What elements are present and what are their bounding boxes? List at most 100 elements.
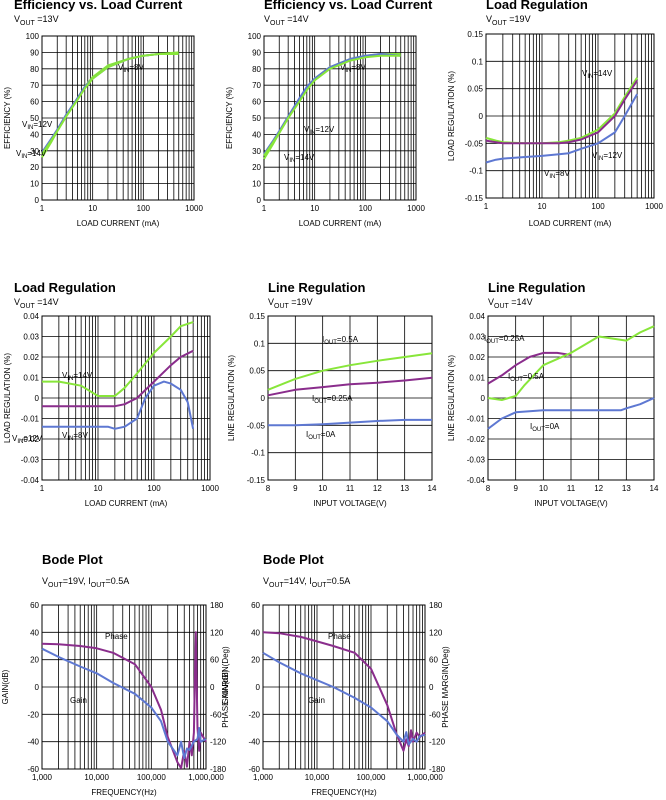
subtitle-part: =0.5A	[105, 576, 130, 586]
y-right-tick-label: -120	[429, 738, 446, 747]
chart-subtitle: VOUT =19V	[268, 297, 313, 310]
series-line	[42, 349, 194, 408]
y-axis-label: LINE REGULATION (%)	[447, 355, 456, 441]
chart-title: Efficiency vs. Load Current	[264, 0, 433, 12]
y-right-tick-label: 120	[210, 628, 224, 637]
load-regulation-chart: 1 10 100 1000 -0.15 -0.1 -0.05 0 0.05 0.1 0.15 LOAD…	[447, 30, 663, 228]
chart-panel-line-regulation-19v: Line Regulation VOUT =19V 8 9 10 11 12 13 14 -0…	[222, 277, 444, 542]
y-tick-label: 0.1	[254, 339, 266, 348]
y-tick-label: -40	[248, 738, 260, 747]
subtitle-subscript: OUT	[274, 302, 289, 310]
y-tick-label: 0	[35, 394, 40, 403]
y-axis-label: EFFICIENCY (%)	[3, 87, 12, 149]
y-tick-label: 100	[248, 32, 262, 41]
y-tick-label: 70	[252, 81, 261, 90]
x-tick-label: 100	[147, 484, 161, 493]
x-tick-label: 1000	[407, 204, 425, 213]
series-label: IOUT=0.25A	[484, 334, 525, 345]
y-tick-label: 0.01	[469, 374, 485, 383]
subtitle-part: V	[268, 297, 275, 307]
chart-title: Load Regulation	[486, 0, 588, 12]
y-tick-label: 20	[30, 656, 39, 665]
subtitle-part: V	[14, 14, 21, 24]
y-axis-label: GAIN(dB)	[221, 669, 230, 704]
y-tick-label: -60	[27, 765, 39, 774]
plot-frame	[41, 315, 211, 481]
x-axis-label: FREQUENCY(Hz)	[91, 788, 157, 797]
y-tick-label: 0	[261, 394, 266, 403]
series-label: VIN=8V	[544, 169, 570, 180]
series-line	[263, 54, 401, 157]
x-tick-label: 1,000,000	[407, 773, 443, 782]
chart-title: Efficiency vs. Load Current	[14, 0, 183, 12]
series-label: VIN=12V	[592, 151, 623, 162]
subtitle-part: V	[264, 14, 271, 24]
y-tick-label: 30	[30, 147, 39, 156]
y-right-axis-label: PHASE MARGIN(Deg)	[441, 646, 450, 728]
y-tick-label: -20	[248, 710, 260, 719]
subtitle-part: V	[263, 576, 270, 586]
chart-title: Line Regulation	[488, 280, 586, 295]
series-line	[485, 79, 638, 145]
x-tick-label: 100	[591, 202, 605, 211]
x-tick-label: 10,000	[305, 773, 330, 782]
y-axis-label: LOAD REGULATION (%)	[3, 353, 12, 443]
y-tick-label: -0.01	[467, 415, 486, 424]
x-tick-label: 1	[40, 484, 45, 493]
y-right-tick-label: 180	[429, 601, 443, 610]
subtitle-subscript: OUT	[90, 581, 106, 589]
x-axis-label: LOAD CURRENT (mA)	[77, 219, 160, 228]
series-label: VIN=14V	[582, 69, 613, 80]
series-label: VIN=12V	[304, 125, 335, 136]
series-label: Gain	[308, 696, 325, 705]
plot-frame	[262, 604, 426, 770]
x-tick-label: 10	[318, 484, 327, 493]
y-tick-label: 40	[252, 130, 261, 139]
x-axis-label: INPUT VOLTAGE(V)	[534, 499, 608, 508]
grid	[485, 33, 655, 199]
x-tick-label: 13	[400, 484, 409, 493]
x-tick-label: 10	[88, 204, 97, 213]
series-label: VIN=14V	[16, 149, 47, 160]
chart-subtitle: VOUT=19V, IOUT=0.5A	[42, 576, 129, 589]
x-tick-label: 1	[262, 204, 267, 213]
subtitle-part: =14V, I	[283, 576, 312, 586]
y-tick-label: 0	[257, 196, 262, 205]
y-tick-label: 0.04	[469, 312, 485, 321]
series-line	[262, 651, 426, 746]
x-axis-label: LOAD CURRENT (mA)	[299, 219, 382, 228]
y-tick-label: 0	[481, 394, 486, 403]
plot-frame	[263, 35, 417, 201]
series-label: IOUT=0.25A	[312, 394, 353, 405]
y-tick-label: 0.03	[23, 333, 39, 342]
x-tick-label: 14	[650, 484, 659, 493]
series-line	[267, 352, 433, 391]
y-tick-label: 20	[251, 656, 260, 665]
y-tick-label: 0	[256, 683, 261, 692]
y-right-tick-label: -60	[210, 710, 222, 719]
series-label: VIN=14V	[62, 371, 93, 382]
y-tick-label: 0.05	[467, 85, 483, 94]
series-line	[485, 93, 638, 164]
subtitle-subscript: OUT	[20, 19, 35, 27]
x-tick-label: 100,000	[137, 773, 166, 782]
y-tick-label: 50	[30, 114, 39, 123]
x-axis-label: LOAD CURRENT (mA)	[85, 499, 168, 508]
y-tick-label: -0.03	[467, 456, 486, 465]
subtitle-part: =13V	[34, 14, 59, 24]
series-label: IOUT=0.5A	[322, 335, 359, 346]
y-tick-label: 0	[479, 112, 484, 121]
chart-title: Load Regulation	[14, 280, 116, 295]
y-tick-label: 10	[252, 180, 261, 189]
x-tick-label: 1,000	[253, 773, 274, 782]
y-right-tick-label: -60	[429, 710, 441, 719]
subtitle-subscript: OUT	[269, 581, 284, 589]
x-axis-label: INPUT VOLTAGE(V)	[313, 499, 387, 508]
series-line	[42, 380, 195, 430]
y-tick-label: -0.05	[465, 139, 484, 148]
series-line	[42, 321, 194, 397]
subtitle-part: =14V	[508, 297, 533, 307]
y-tick-label: 60	[30, 98, 39, 107]
y-axis-label: LINE REGULATION (%)	[227, 355, 236, 441]
